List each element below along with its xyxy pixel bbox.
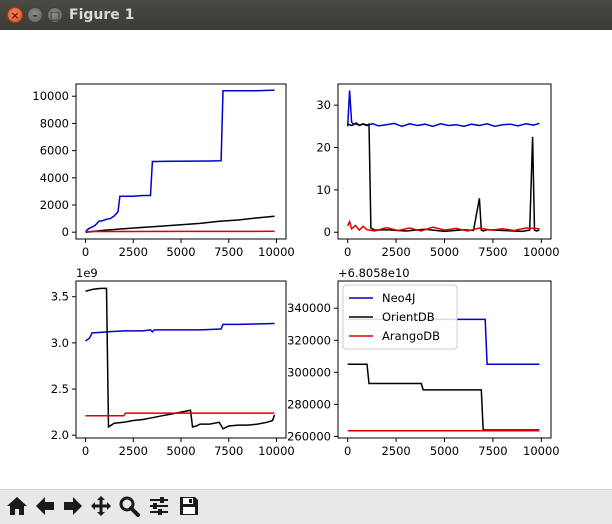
x-tick-label: 5000 xyxy=(430,444,459,458)
y-tick-label: 3.5 xyxy=(51,290,69,304)
y-tick-label: 260000 xyxy=(287,429,331,443)
y-tick-label: 30 xyxy=(316,98,331,112)
x-tick-label: 0 xyxy=(344,444,351,458)
y-tick-label: 2.5 xyxy=(51,382,69,396)
y-tick-label: 8000 xyxy=(40,116,69,130)
save-button[interactable] xyxy=(176,493,201,518)
save-icon xyxy=(178,495,200,517)
pan-button[interactable] xyxy=(88,493,113,518)
x-tick-label: 7500 xyxy=(214,444,243,458)
legend-label: OrientDB xyxy=(382,310,435,324)
y-tick-label: 6000 xyxy=(40,144,69,158)
minimize-window-button[interactable]: – xyxy=(27,7,43,23)
y-tick-label: 20 xyxy=(316,141,331,155)
x-tick-label: 0 xyxy=(82,245,89,259)
x-tick-label: 10000 xyxy=(523,444,560,458)
x-tick-label: 5000 xyxy=(166,245,195,259)
maximize-window-button[interactable]: □ xyxy=(47,7,63,23)
x-tick-label: 5000 xyxy=(430,245,459,259)
y-tick-label: 4000 xyxy=(40,171,69,185)
axis-offset-label: 1e9 xyxy=(76,266,98,280)
close-window-button[interactable]: × xyxy=(7,7,23,23)
y-tick-label: 340000 xyxy=(287,301,331,315)
y-tick-label: 320000 xyxy=(287,333,331,347)
y-tick-label: 0 xyxy=(62,225,69,239)
forward-button[interactable] xyxy=(60,493,85,518)
home-icon xyxy=(6,495,28,517)
y-tick-label: 10 xyxy=(316,183,331,197)
subplot-3: 0 2500 5000 7500 10000 2.0 2.5 3.0 3.5 1e9 xyxy=(51,266,295,458)
x-tick-label: 10000 xyxy=(258,444,295,458)
navigation-toolbar xyxy=(0,489,612,524)
legend-label: Neo4J xyxy=(382,291,415,305)
zoom-button[interactable] xyxy=(116,493,141,518)
y-tick-label: 2000 xyxy=(40,198,69,212)
x-tick-label: 10000 xyxy=(258,245,295,259)
legend-label: ArangoDB xyxy=(382,329,440,343)
x-tick-label: 5000 xyxy=(166,444,195,458)
legend: Neo4J OrientDB ArangoDB xyxy=(343,285,457,349)
configure-subplots-icon xyxy=(148,495,170,517)
x-tick-label: 0 xyxy=(82,444,89,458)
window-title: Figure 1 xyxy=(69,7,134,23)
x-tick-label: 2500 xyxy=(119,245,148,259)
x-tick-label: 2500 xyxy=(381,444,410,458)
x-tick-label: 7500 xyxy=(478,444,507,458)
window-titlebar: × – □ Figure 1 xyxy=(0,0,612,30)
back-arrow-icon xyxy=(34,495,56,517)
axis-offset-label: +6.8058e10 xyxy=(338,266,410,280)
x-tick-label: 0 xyxy=(344,245,351,259)
x-tick-label: 2500 xyxy=(119,444,148,458)
subplot-1: 0 2500 5000 7500 10000 0 2000 4000 6000 8000 10000 xyxy=(32,84,294,259)
x-tick-label: 2500 xyxy=(381,245,410,259)
back-button[interactable] xyxy=(32,493,57,518)
y-tick-label: 2.0 xyxy=(51,428,69,442)
configure-subplots-button[interactable] xyxy=(146,493,171,518)
subplot-4: 0 2500 5000 7500 10000 260000 280000 300000 3200… xyxy=(287,266,560,458)
y-tick-label: 300000 xyxy=(287,365,331,379)
x-tick-label: 10000 xyxy=(523,245,560,259)
home-button[interactable] xyxy=(4,493,29,518)
forward-arrow-icon xyxy=(62,495,84,517)
y-tick-label: 3.0 xyxy=(51,336,69,350)
x-tick-label: 7500 xyxy=(478,245,507,259)
y-tick-label: 280000 xyxy=(287,397,331,411)
y-tick-label: 10000 xyxy=(32,89,69,103)
x-tick-label: 7500 xyxy=(214,245,243,259)
pan-icon xyxy=(90,495,112,517)
zoom-icon xyxy=(118,495,140,517)
subplot-2: 0 2500 5000 7500 10000 0 10 20 30 xyxy=(316,84,559,259)
y-tick-label: 0 xyxy=(324,225,331,239)
